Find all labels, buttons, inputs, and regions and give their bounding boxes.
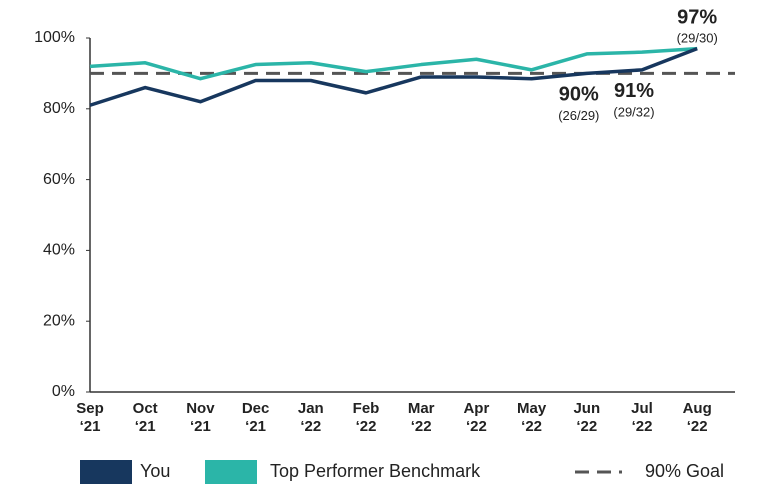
value-label: 91%: [614, 80, 654, 102]
value-note: (29/30): [677, 30, 718, 45]
x-tick-label: Apr ‘22: [463, 400, 490, 435]
y-tick-label: 100%: [34, 29, 75, 46]
x-tick-label: Jul ‘22: [631, 400, 653, 435]
legend-swatch: [80, 460, 132, 484]
x-tick-label: Mar ‘22: [407, 400, 435, 435]
value-label: 90%: [559, 84, 599, 106]
legend-label: You: [140, 461, 170, 481]
y-tick-label: 60%: [43, 171, 75, 188]
x-tick-label: Jun ‘22: [573, 400, 601, 435]
legend-label: 90% Goal: [645, 461, 724, 481]
legend-label: Top Performer Benchmark: [270, 461, 481, 481]
y-tick-label: 40%: [43, 242, 75, 259]
x-tick-label: Oct ‘21: [132, 400, 158, 435]
y-tick-label: 20%: [43, 312, 75, 329]
x-tick-label: May ‘22: [517, 400, 547, 435]
series-line: [89, 46, 698, 107]
y-tick-label: 80%: [43, 100, 75, 117]
x-tick-label: Jan ‘22: [297, 400, 324, 435]
x-tick-label: Feb ‘22: [352, 400, 380, 435]
value-note: (26/29): [558, 108, 599, 123]
value-label: 97%: [677, 6, 717, 28]
value-note: (29/32): [613, 104, 654, 119]
x-tick-label: Nov ‘21: [186, 400, 215, 435]
x-tick-label: Dec ‘21: [241, 400, 270, 435]
x-tick-label: Sep ‘21: [76, 400, 104, 435]
x-tick-label: Aug ‘22: [682, 400, 712, 435]
series-line: [89, 46, 698, 81]
legend-swatch: [205, 460, 257, 484]
y-tick-label: 0%: [52, 383, 75, 400]
